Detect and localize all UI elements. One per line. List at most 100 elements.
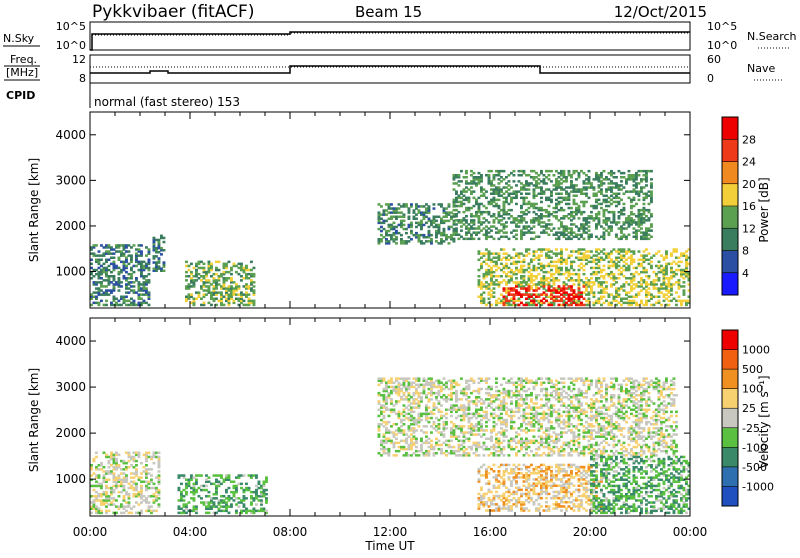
rti-cell bbox=[453, 174, 456, 177]
rti-cell bbox=[525, 180, 528, 183]
rti-cell bbox=[145, 279, 148, 282]
rti-cell bbox=[415, 454, 418, 457]
rti-cell bbox=[573, 283, 576, 286]
rti-cell bbox=[578, 172, 581, 175]
rti-cell bbox=[493, 275, 496, 278]
rti-cell bbox=[585, 227, 588, 230]
rti-cell bbox=[610, 195, 613, 198]
rti-cell bbox=[420, 234, 423, 237]
rti-cell bbox=[505, 257, 508, 260]
rti-cell bbox=[195, 505, 198, 508]
rti-cell bbox=[515, 285, 518, 288]
rti-cell bbox=[93, 244, 96, 247]
rti-cell bbox=[560, 221, 563, 224]
rti-cell bbox=[605, 209, 608, 212]
rti-cell bbox=[240, 499, 243, 502]
rti-cell bbox=[598, 298, 601, 301]
rti-cell bbox=[618, 197, 621, 200]
rti-cell bbox=[453, 404, 456, 407]
rti-cell bbox=[133, 481, 136, 484]
rti-cell bbox=[548, 227, 551, 230]
rti-cell bbox=[658, 271, 661, 274]
rti-cell bbox=[545, 271, 548, 274]
rti-cell bbox=[188, 501, 191, 504]
rti-cell bbox=[638, 170, 641, 173]
rti-cell bbox=[458, 234, 461, 237]
rti-cell bbox=[635, 172, 638, 175]
rti-cell bbox=[115, 452, 118, 455]
rti-cell bbox=[558, 227, 561, 230]
rti-cell bbox=[515, 289, 518, 292]
rti-cell bbox=[460, 180, 463, 183]
rti-cell bbox=[185, 479, 188, 482]
rti-cell bbox=[183, 474, 186, 477]
rti-cell bbox=[593, 205, 596, 208]
rti-cell bbox=[610, 302, 613, 305]
rti-cell bbox=[120, 296, 123, 299]
rti-cell bbox=[675, 304, 678, 307]
rti-cell bbox=[403, 392, 406, 395]
rti-cell bbox=[593, 217, 596, 220]
rti-cell bbox=[620, 180, 623, 183]
rti-cell bbox=[480, 252, 483, 255]
rti-cell bbox=[205, 495, 208, 498]
rti-cell bbox=[205, 474, 208, 477]
rti-cell bbox=[420, 392, 423, 395]
rti-cell bbox=[148, 472, 151, 475]
rti-cell bbox=[618, 261, 621, 264]
rti-cell bbox=[420, 384, 423, 387]
rti-cell bbox=[218, 481, 221, 484]
rti-cell bbox=[613, 211, 616, 214]
rti-cell bbox=[480, 388, 483, 391]
rti-cell bbox=[448, 388, 451, 391]
rti-cell bbox=[428, 406, 431, 409]
rti-cell bbox=[403, 419, 406, 422]
rti-cell bbox=[113, 257, 116, 260]
rti-cell bbox=[423, 211, 426, 214]
rti-cell bbox=[598, 184, 601, 187]
rti-cell bbox=[103, 499, 106, 502]
rti-cell bbox=[603, 252, 606, 255]
rti-cell bbox=[393, 382, 396, 385]
rti-cell bbox=[510, 221, 513, 224]
rti-cell bbox=[603, 199, 606, 202]
rti-cell bbox=[505, 225, 508, 228]
rti-cell bbox=[203, 281, 206, 284]
rti-cell bbox=[503, 186, 506, 189]
rti-cell bbox=[675, 248, 678, 251]
rti-cell bbox=[490, 289, 493, 292]
rti-cell bbox=[158, 456, 161, 459]
rti-cell bbox=[463, 404, 466, 407]
rti-cell bbox=[208, 501, 211, 504]
rti-cell bbox=[153, 237, 156, 240]
rti-cell bbox=[235, 298, 238, 301]
rti-cell bbox=[120, 304, 123, 307]
rti-cell bbox=[238, 263, 241, 266]
rti-cell bbox=[538, 193, 541, 196]
rti-cell bbox=[598, 190, 601, 193]
rti-cell bbox=[485, 429, 488, 432]
rti-cell bbox=[225, 298, 228, 301]
rti-cell bbox=[383, 220, 386, 223]
rti-cell bbox=[625, 263, 628, 266]
rti-cell bbox=[635, 271, 638, 274]
rti-cell bbox=[428, 413, 431, 416]
rti-cell bbox=[580, 296, 583, 299]
rti-cell bbox=[223, 277, 226, 280]
rti-cell bbox=[585, 182, 588, 185]
rti-cell bbox=[680, 269, 683, 272]
rti-cell bbox=[463, 388, 466, 391]
rti-cell bbox=[383, 404, 386, 407]
rti-cell bbox=[483, 211, 486, 214]
rti-cell bbox=[555, 193, 558, 196]
rti-cell bbox=[485, 425, 488, 428]
rti-cell bbox=[423, 442, 426, 445]
rti-cell bbox=[225, 277, 228, 280]
rti-cell bbox=[668, 263, 671, 266]
rti-cell bbox=[505, 236, 508, 239]
rti-cell bbox=[513, 217, 516, 220]
rti-cell bbox=[480, 221, 483, 224]
rti-cell bbox=[100, 289, 103, 292]
rti-cell bbox=[515, 252, 518, 255]
rti-cell bbox=[613, 176, 616, 179]
